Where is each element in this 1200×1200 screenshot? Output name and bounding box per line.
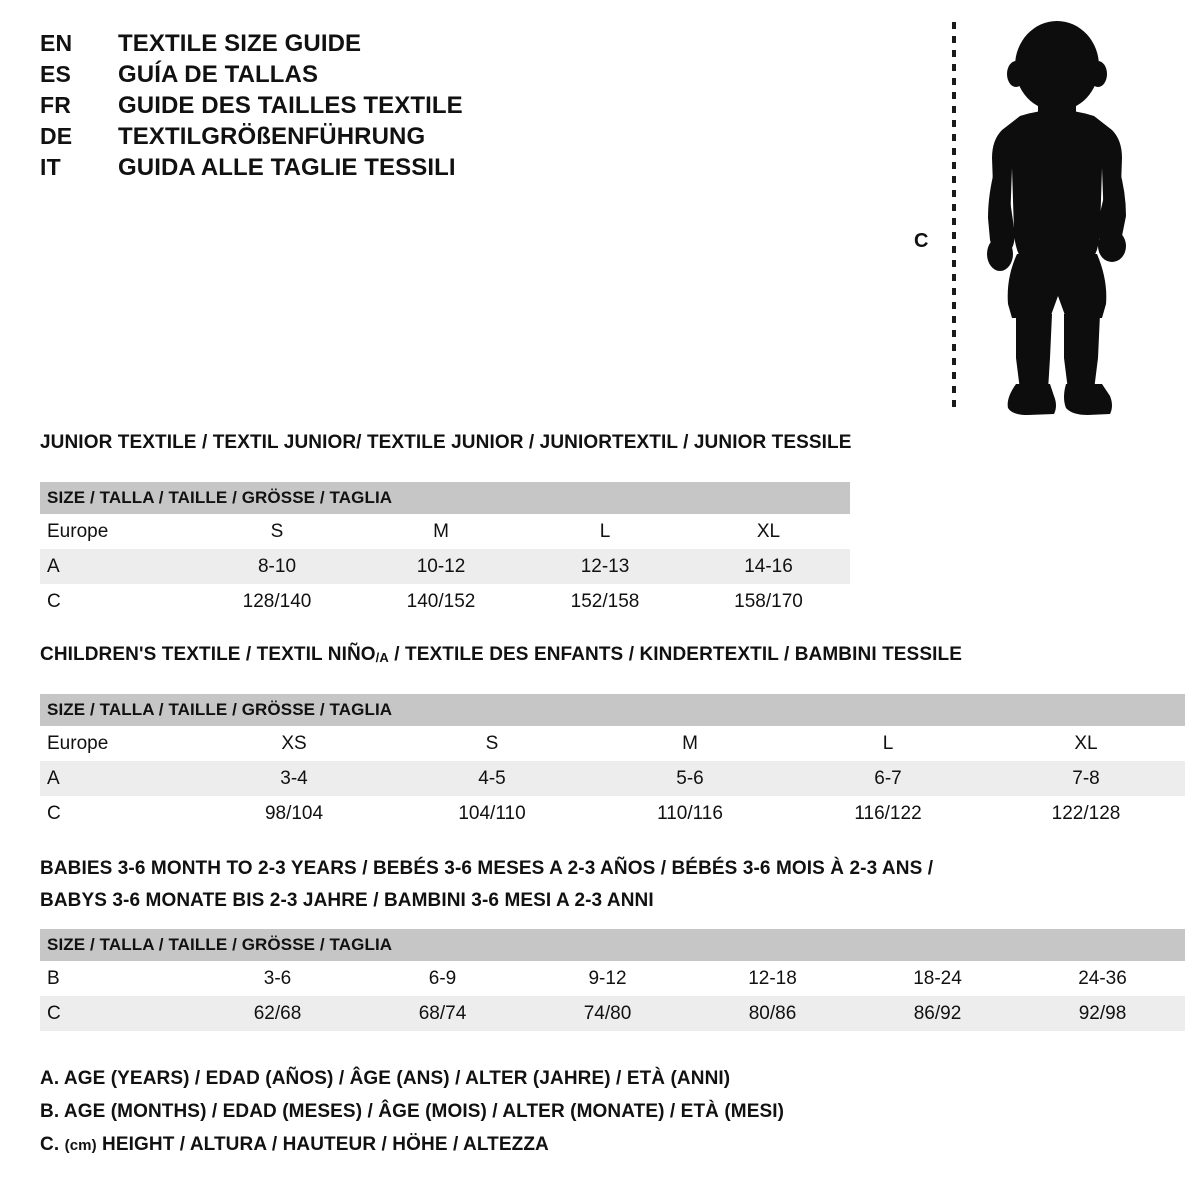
table-cell: 6-9: [360, 961, 525, 996]
table-cell: S: [195, 514, 359, 549]
row-label: A: [40, 549, 195, 584]
table-row: B 3-6 6-9 9-12 12-18 18-24 24-36: [40, 961, 1185, 996]
table-cell: 8-10: [195, 549, 359, 584]
table-cell: M: [359, 514, 523, 549]
table-cell: M: [591, 726, 789, 761]
language-title-fr: GUIDE DES TAILLES TEXTILE: [118, 92, 463, 119]
table-cell: S: [393, 726, 591, 761]
language-code-en: EN: [40, 30, 73, 56]
table-cell: 3-4: [195, 761, 393, 796]
table-row: A 3-4 4-5 5-6 6-7 7-8: [40, 761, 1185, 796]
table-cell: 3-6: [195, 961, 360, 996]
table-cell: XS: [195, 726, 393, 761]
children-table-band: SIZE / TALLA / TAILLE / GRÖSSE / TAGLIA: [40, 694, 1185, 726]
table-cell: 152/158: [523, 584, 687, 619]
table-cell: 110/116: [591, 796, 789, 831]
table-row: A 8-10 10-12 12-13 14-16: [40, 549, 850, 584]
language-title-es: GUÍA DE TALLAS: [118, 61, 319, 88]
language-title-de: TEXTILGRÖßENFÜHRUNG: [118, 123, 426, 150]
table-cell: 62/68: [195, 996, 360, 1031]
section-title-babies: BABIES 3-6 MONTH TO 2-3 YEARS / BEBÉS 3-…: [40, 858, 933, 912]
language-row: EN TEXTILE SIZE GUIDE: [40, 30, 540, 61]
table-row: Europe S M L XL: [40, 514, 850, 549]
table-cell: 9-12: [525, 961, 690, 996]
table-row: Europe XS S M L XL: [40, 726, 1185, 761]
children-size-table: SIZE / TALLA / TAILLE / GRÖSSE / TAGLIA …: [40, 694, 1185, 831]
language-code-it: IT: [40, 154, 61, 180]
row-label: C: [40, 996, 195, 1031]
table-cell: 74/80: [525, 996, 690, 1031]
section-title-children: CHILDREN'S TEXTILE / TEXTIL NIÑO/A / TEX…: [40, 644, 962, 666]
language-code-de: DE: [40, 123, 73, 149]
junior-size-table: SIZE / TALLA / TAILLE / GRÖSSE / TAGLIA …: [40, 482, 850, 619]
table-row: C 98/104 104/110 110/116 116/122 122/128: [40, 796, 1185, 831]
table-cell: 7-8: [987, 761, 1185, 796]
table-cell: 18-24: [855, 961, 1020, 996]
table-cell: 14-16: [687, 549, 850, 584]
height-measurement-figure: C: [890, 12, 1160, 422]
row-label: C: [40, 584, 195, 619]
table-row: C 128/140 140/152 152/158 158/170: [40, 584, 850, 619]
babies-size-table: SIZE / TALLA / TAILLE / GRÖSSE / TAGLIA …: [40, 929, 1185, 1031]
table-cell: L: [789, 726, 987, 761]
section-title-junior: JUNIOR TEXTILE / TEXTIL JUNIOR/ TEXTILE …: [40, 432, 852, 453]
table-cell: 12-18: [690, 961, 855, 996]
language-row: DE TEXTILGRÖßENFÜHRUNG: [40, 123, 540, 154]
table-cell: 92/98: [1020, 996, 1185, 1031]
table-cell: 5-6: [591, 761, 789, 796]
table-cell: 12-13: [523, 549, 687, 584]
legend-line-a: A. AGE (YEARS) / EDAD (AÑOS) / ÂGE (ANS)…: [40, 1068, 731, 1089]
language-code-es: ES: [40, 61, 72, 87]
measure-label-c: C: [914, 230, 929, 252]
table-cell: 4-5: [393, 761, 591, 796]
junior-table-band: SIZE / TALLA / TAILLE / GRÖSSE / TAGLIA: [40, 482, 850, 514]
table-cell: XL: [987, 726, 1185, 761]
legend-line-c: C. (cm) HEIGHT / ALTURA / HAUTEUR / HÖHE…: [40, 1134, 784, 1156]
babies-table-band: SIZE / TALLA / TAILLE / GRÖSSE / TAGLIA: [40, 929, 1185, 961]
table-cell: 128/140: [195, 584, 359, 619]
table-cell: 158/170: [687, 584, 850, 619]
row-label: C: [40, 796, 195, 831]
table-cell: 6-7: [789, 761, 987, 796]
table-cell: 122/128: [987, 796, 1185, 831]
table-cell: 68/74: [360, 996, 525, 1031]
legend-line-b: B. AGE (MONTHS) / EDAD (MESES) / ÂGE (MO…: [40, 1101, 785, 1122]
table-cell: 24-36: [1020, 961, 1185, 996]
table-cell: 86/92: [855, 996, 1020, 1031]
legend-block: A. AGE (YEARS) / EDAD (AÑOS) / ÂGE (ANS)…: [40, 1068, 784, 1167]
legend-line-c-pre: C.: [40, 1134, 65, 1155]
section-title-children-pre: CHILDREN'S TEXTILE / TEXTIL NIÑO: [40, 644, 376, 665]
section-title-babies-line1: BABIES 3-6 MONTH TO 2-3 YEARS / BEBÉS 3-…: [40, 858, 934, 879]
toddler-silhouette: [962, 18, 1152, 423]
row-label: B: [40, 961, 195, 996]
table-cell: 98/104: [195, 796, 393, 831]
table-cell: 104/110: [393, 796, 591, 831]
section-title-children-subscript: /A: [375, 650, 389, 665]
language-row: FR GUIDE DES TAILLES TEXTILE: [40, 92, 540, 123]
section-title-babies-line2: BABYS 3-6 MONATE BIS 2-3 JAHRE / BAMBINI…: [40, 890, 654, 911]
row-label: Europe: [40, 726, 195, 761]
language-header-block: EN TEXTILE SIZE GUIDE ES GUÍA DE TALLAS …: [40, 30, 540, 185]
table-row: C 62/68 68/74 74/80 80/86 86/92 92/98: [40, 996, 1185, 1031]
section-title-children-post: / TEXTILE DES ENFANTS / KINDERTEXTIL / B…: [388, 644, 962, 665]
language-title-en: TEXTILE SIZE GUIDE: [118, 30, 362, 57]
table-cell: L: [523, 514, 687, 549]
table-cell: 10-12: [359, 549, 523, 584]
language-code-fr: FR: [40, 92, 72, 118]
table-cell: 140/152: [359, 584, 523, 619]
row-label: Europe: [40, 514, 195, 549]
height-dashed-line: [952, 22, 956, 414]
table-cell: 116/122: [789, 796, 987, 831]
table-cell: 80/86: [690, 996, 855, 1031]
legend-line-c-unit: (cm): [64, 1137, 97, 1154]
row-label: A: [40, 761, 195, 796]
table-cell: XL: [687, 514, 850, 549]
language-row: IT GUIDA ALLE TAGLIE TESSILI: [40, 154, 540, 185]
language-title-it: GUIDA ALLE TAGLIE TESSILI: [118, 154, 456, 181]
language-row: ES GUÍA DE TALLAS: [40, 61, 540, 92]
legend-line-c-post: HEIGHT / ALTURA / HAUTEUR / HÖHE / ALTEZ…: [96, 1134, 549, 1155]
